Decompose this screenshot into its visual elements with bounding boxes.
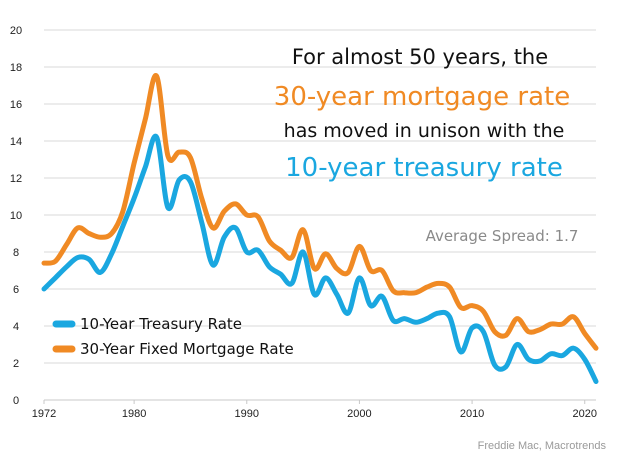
series-line-treasury xyxy=(41,133,599,384)
legend: 10-Year Treasury Rate 30-Year Fixed Mort… xyxy=(52,315,294,358)
headline-line-3: has moved in unison with the xyxy=(284,120,565,142)
x-tick-label: 2020 xyxy=(572,408,596,420)
headline-line-1: For almost 50 years, the xyxy=(292,45,548,69)
legend-label-mortgage: 30-Year Fixed Mortgage Rate xyxy=(80,340,294,358)
x-tick-label: 1990 xyxy=(235,408,259,420)
x-tick-label: 2010 xyxy=(460,408,484,420)
x-tick-label: 1972 xyxy=(32,408,56,420)
y-axis-ticks: 0 2 4 6 8 10 12 14 16 18 20 xyxy=(10,25,22,407)
x-axis-ticks: 1972 1980 1990 2000 2010 2020 xyxy=(32,400,597,420)
x-tick-label: 2000 xyxy=(347,408,371,420)
y-tick-label: 14 xyxy=(10,136,22,148)
legend-label-treasury: 10-Year Treasury Rate xyxy=(80,315,242,333)
y-tick-label: 0 xyxy=(13,395,19,407)
y-tick-label: 6 xyxy=(13,284,19,296)
y-tick-label: 18 xyxy=(10,62,22,74)
average-spread-annotation: Average Spread: 1.7 xyxy=(426,227,579,245)
y-tick-label: 4 xyxy=(13,321,19,333)
y-tick-label: 2 xyxy=(13,358,19,370)
headline-line-4: 10-year treasury rate xyxy=(285,153,563,183)
x-tick-label: 1980 xyxy=(122,408,146,420)
y-tick-label: 20 xyxy=(10,25,22,37)
source-credit: Freddie Mac, Macrotrends xyxy=(478,440,607,452)
headline-line-2: 30-year mortgage rate xyxy=(274,82,570,112)
series-layer xyxy=(41,73,599,384)
series-line-mortgage xyxy=(41,73,599,351)
y-tick-label: 10 xyxy=(10,210,22,222)
gridlines xyxy=(44,29,596,364)
y-tick-label: 16 xyxy=(10,99,22,111)
y-tick-label: 8 xyxy=(13,247,19,259)
y-tick-label: 12 xyxy=(10,173,22,185)
